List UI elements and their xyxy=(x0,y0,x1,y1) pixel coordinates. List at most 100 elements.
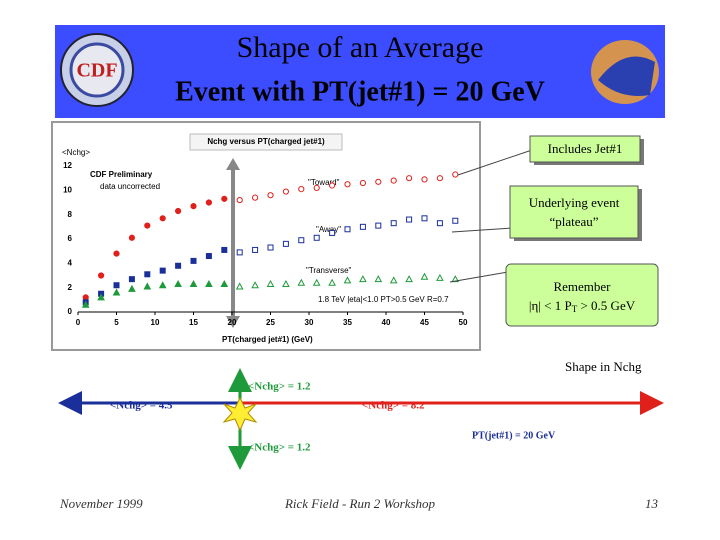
marker xyxy=(297,278,306,286)
marker xyxy=(267,244,274,251)
y-tick-label: 12 xyxy=(63,161,72,170)
callout-text: |η| < 1 PT > 0.5 GeV xyxy=(529,298,636,314)
marker xyxy=(436,220,443,227)
x-tick-label: 20 xyxy=(228,318,237,327)
marker xyxy=(235,282,244,290)
callout-box xyxy=(529,135,641,163)
callout-text: Remember xyxy=(553,279,611,294)
header-band xyxy=(55,25,665,118)
marker xyxy=(205,253,212,260)
marker xyxy=(313,234,320,241)
x-tick-label: 30 xyxy=(305,318,314,327)
marker xyxy=(374,275,383,283)
marker xyxy=(113,282,120,289)
footer-page: 13 xyxy=(645,496,659,511)
cuts-sub: T xyxy=(572,304,578,314)
marker xyxy=(359,275,367,283)
marker xyxy=(81,300,90,308)
title-line1: Shape of an Average xyxy=(237,31,484,64)
footer-author: Rick Field - Run 2 Workshop xyxy=(284,496,436,511)
marker xyxy=(375,178,382,185)
marker xyxy=(282,240,289,247)
marker xyxy=(221,195,228,202)
marker xyxy=(175,207,182,215)
diagram-label: <Nchg> = 8.2 xyxy=(362,400,425,412)
x-tick-label: 5 xyxy=(114,318,119,327)
marker xyxy=(420,272,429,280)
marker xyxy=(375,222,382,229)
marker xyxy=(344,181,351,188)
svg-text:CDF: CDF xyxy=(76,60,117,82)
marker xyxy=(128,284,136,292)
diagram-label: <Nchg> = 4.5 xyxy=(110,400,173,412)
y-tick-label: 4 xyxy=(68,258,73,267)
x-axis-label: PT(charged jet#1) (GeV) xyxy=(222,335,313,344)
chart: Nchg versus PT(charged jet#1) <Nchg> PT(… xyxy=(51,121,481,351)
callout-text: Includes Jet#1 xyxy=(548,141,623,156)
marker xyxy=(97,293,105,301)
y-tick-label: 6 xyxy=(68,234,73,243)
callout-lines xyxy=(449,149,533,283)
marker xyxy=(205,279,213,288)
marker xyxy=(266,279,275,288)
marker xyxy=(390,177,397,184)
marker xyxy=(221,246,228,253)
marker xyxy=(282,279,290,288)
marker xyxy=(298,186,305,193)
marker xyxy=(205,199,212,206)
marker xyxy=(328,278,336,286)
callout-box xyxy=(509,185,639,239)
x-tick-label: 15 xyxy=(189,318,198,327)
marker xyxy=(252,194,259,201)
marker xyxy=(436,273,444,281)
x-tick-label: 10 xyxy=(151,318,160,327)
marker xyxy=(190,257,197,264)
marker xyxy=(313,184,320,191)
y-axis-label: <Nchg> xyxy=(62,148,90,157)
annotation: 1.8 TeV |eta|<1.0 PT>0.5 GeV R=0.7 xyxy=(318,295,449,304)
marker xyxy=(406,216,413,223)
marker xyxy=(128,276,135,283)
chart-title: Nchg versus PT(charged jet#1) xyxy=(207,137,325,146)
x-tick-label: 50 xyxy=(459,318,468,327)
marker xyxy=(190,203,197,210)
marker xyxy=(421,176,428,183)
annotation: "Away" xyxy=(316,225,341,234)
x-tick-label: 0 xyxy=(76,318,81,327)
marker xyxy=(451,275,460,283)
marker xyxy=(236,249,243,256)
title-line2: Event with PT(jet#1) = 20 GeV xyxy=(175,76,545,107)
marker xyxy=(82,294,89,301)
marker xyxy=(436,175,443,182)
marker xyxy=(312,278,321,286)
y-tick-label: 2 xyxy=(68,283,73,292)
marker xyxy=(329,182,336,189)
diagram: <Nchg> = 1.2 <Nchg> = 4.5 <Nchg> = 8.2 <… xyxy=(58,368,664,470)
marker xyxy=(343,276,352,284)
marker xyxy=(113,250,120,257)
marker xyxy=(144,222,151,229)
x-tick-label: 40 xyxy=(382,318,391,327)
marker xyxy=(175,262,182,269)
x-tick-label: 35 xyxy=(343,318,352,327)
marker xyxy=(112,288,121,296)
marker xyxy=(143,282,152,290)
marker xyxy=(390,220,397,227)
diagram-label: <Nchg> = 1.2 xyxy=(248,442,311,454)
scroll-box xyxy=(505,263,659,327)
right-logo xyxy=(591,40,659,104)
marker xyxy=(98,272,105,279)
marker xyxy=(389,276,398,284)
y-tick-label: 0 xyxy=(68,307,73,316)
marker xyxy=(359,179,366,187)
x-tick-label: 45 xyxy=(420,318,429,327)
marker xyxy=(159,215,166,222)
callout-text: Underlying event xyxy=(529,195,620,210)
cuts-part: |η| < 1 P xyxy=(529,298,572,313)
chart-frame xyxy=(51,121,481,351)
marker xyxy=(220,279,229,288)
marker xyxy=(405,275,413,283)
marker xyxy=(144,271,151,278)
diagram-label: <Nchg> = 1.2 xyxy=(248,381,311,393)
